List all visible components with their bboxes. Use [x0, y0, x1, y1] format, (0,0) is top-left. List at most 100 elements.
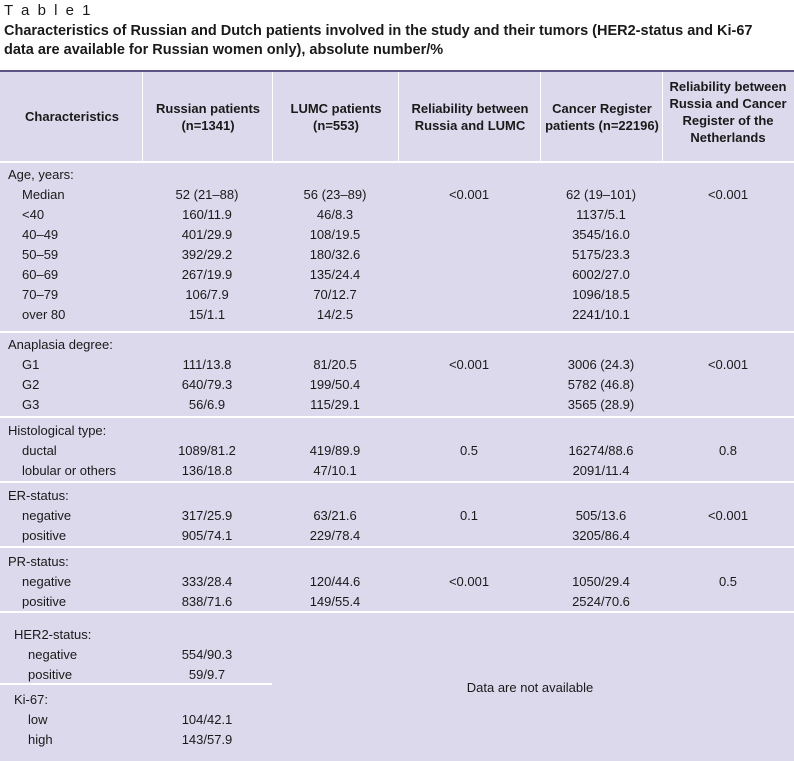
row-divider	[0, 611, 794, 613]
column-divider	[662, 72, 663, 161]
cell-cancer-register: 6002/27.0	[572, 267, 630, 282]
cell-lumc: 135/24.4	[309, 267, 361, 282]
cell-russian: 143/57.9	[181, 732, 233, 747]
header-lumc-patients: LUMC patients (n=553)	[290, 101, 382, 133]
row-label: G1	[22, 357, 40, 372]
cell-russian: 1089/81.2	[178, 443, 236, 458]
row-label: <40	[22, 207, 45, 222]
cell-cancer-register: 62 (19–101)	[565, 187, 637, 202]
cell-russian: 554/90.3	[181, 647, 233, 662]
cell-russian: 640/79.3	[181, 377, 233, 392]
row-divider	[0, 161, 794, 163]
row-label: positive	[22, 594, 67, 609]
cell-cancer-register: 3205/86.4	[572, 528, 630, 543]
row-divider	[0, 481, 794, 483]
header-cancer-register: Cancer Register patients (n=22196)	[545, 101, 659, 133]
row-label: G2	[22, 377, 40, 392]
cell-russian: 136/18.8	[181, 463, 233, 478]
cell-cancer-register: 2241/10.1	[572, 307, 630, 322]
cell-cancer-register: 505/13.6	[575, 508, 627, 523]
cell-reliability-register: <0.001	[707, 187, 749, 202]
cell-reliability-lumc: 0.1	[459, 508, 479, 523]
cell-lumc: 199/50.4	[309, 377, 361, 392]
column-divider	[272, 72, 273, 161]
cell-reliability-lumc: <0.001	[448, 357, 490, 372]
cell-cancer-register: 3006 (24.3)	[567, 357, 635, 372]
cell-lumc: 419/89.9	[309, 443, 361, 458]
cell-russian: 111/13.8	[182, 357, 232, 372]
row-label: positive	[22, 528, 67, 543]
cell-lumc: 14/2.5	[316, 307, 354, 322]
row-divider	[0, 683, 272, 685]
cell-russian: 838/71.6	[181, 594, 233, 609]
cell-russian: 392/29.2	[181, 247, 233, 262]
cell-lumc: 63/21.6	[313, 508, 357, 523]
cell-russian: 317/25.9	[181, 508, 233, 523]
cell-russian: 104/42.1	[181, 712, 233, 727]
cell-lumc: 180/32.6	[309, 247, 361, 262]
header-characteristics: Characteristics	[25, 109, 119, 124]
column-divider	[540, 72, 541, 161]
cell-russian: 267/19.9	[181, 267, 233, 282]
row-label: low	[28, 712, 48, 727]
row-label: over 80	[22, 307, 66, 322]
data-table: Characteristics Russian patients (n=1341…	[0, 70, 794, 761]
cell-lumc: 149/55.4	[309, 594, 361, 609]
group-title-age: Age, years:	[8, 167, 74, 182]
row-label: G3	[22, 397, 40, 412]
cell-cancer-register: 1050/29.4	[572, 574, 630, 589]
group-title-ki67: Ki-67:	[14, 692, 48, 707]
row-divider	[0, 331, 794, 333]
cell-cancer-register: 5175/23.3	[572, 247, 630, 262]
cell-reliability-register: <0.001	[707, 508, 749, 523]
cell-reliability-register: 0.5	[718, 574, 738, 589]
row-label: negative	[22, 574, 72, 589]
cell-cancer-register: 1137/5.1	[576, 207, 626, 222]
cell-lumc: 229/78.4	[309, 528, 361, 543]
cell-russian: 160/11.9	[182, 207, 232, 222]
header-reliability-russia-lumc: Reliability between Russia and LUMC	[411, 101, 529, 133]
cell-cancer-register: 3565 (28.9)	[567, 397, 635, 412]
cell-lumc: 56 (23–89)	[303, 187, 367, 202]
cell-lumc: 70/12.7	[313, 287, 357, 302]
cell-russian: 56/6.9	[188, 397, 226, 412]
row-divider	[0, 546, 794, 548]
row-label: Median	[22, 187, 65, 202]
row-divider	[0, 416, 794, 418]
row-label: 40–49	[22, 227, 59, 242]
cell-russian: 15/1.1	[188, 307, 226, 322]
row-label: lobular or others	[22, 463, 116, 478]
cell-cancer-register: 1096/18.5	[572, 287, 630, 302]
cell-russian: 401/29.9	[181, 227, 233, 242]
row-label: positive	[28, 667, 73, 682]
cell-lumc: 120/44.6	[309, 574, 361, 589]
cell-russian: 905/74.1	[181, 528, 233, 543]
row-label: ductal	[22, 443, 57, 458]
row-label: 50–59	[22, 247, 59, 262]
cell-cancer-register: 16274/88.6	[568, 443, 634, 458]
cell-reliability-lumc: 0.5	[459, 443, 479, 458]
cell-russian: 52 (21–88)	[175, 187, 239, 202]
data-not-available-note: Data are not available	[466, 680, 594, 695]
cell-lumc: 108/19.5	[309, 227, 361, 242]
row-label: negative	[28, 647, 78, 662]
column-divider	[398, 72, 399, 161]
cell-lumc: 47/10.1	[313, 463, 357, 478]
cell-reliability-register: 0.8	[718, 443, 738, 458]
row-label: high	[28, 732, 53, 747]
cell-lumc: 46/8.3	[316, 207, 354, 222]
row-label: 60–69	[22, 267, 59, 282]
cell-russian: 106/7.9	[185, 287, 229, 302]
cell-cancer-register: 5782 (46.8)	[567, 377, 635, 392]
cell-reliability-lumc: <0.001	[448, 574, 490, 589]
group-title-er-status: ER-status:	[8, 488, 69, 503]
cell-lumc: 81/20.5	[313, 357, 357, 372]
row-label: negative	[22, 508, 72, 523]
header-russian-patients: Russian patients (n=1341)	[155, 101, 261, 133]
header-reliability-russia-register: Reliability between Russia and Cancer Re…	[669, 79, 787, 145]
group-title-anaplasia: Anaplasia degree:	[8, 337, 113, 352]
row-label: 70–79	[22, 287, 59, 302]
cell-russian: 59/9.7	[188, 667, 226, 682]
cell-cancer-register: 3545/16.0	[572, 227, 630, 242]
cell-reliability-register: <0.001	[707, 357, 749, 372]
